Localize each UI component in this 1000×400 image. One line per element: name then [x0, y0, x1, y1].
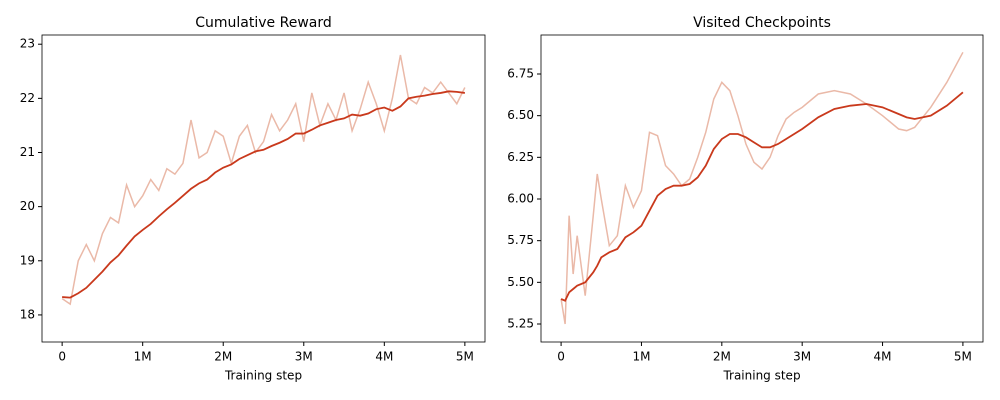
- x-tick-label: 3M: [295, 350, 313, 364]
- x-tick-label: 4M: [874, 350, 892, 364]
- plot-frame: [41, 34, 486, 343]
- line-series: [62, 90, 465, 299]
- y-tick-label: 18: [20, 307, 35, 321]
- line-series: [61, 54, 466, 306]
- y-tick-label: 22: [20, 91, 35, 105]
- x-tick-label: 0: [557, 350, 565, 364]
- y-tick-label: 20: [20, 199, 35, 213]
- y-tick-label: 23: [20, 37, 35, 51]
- y-tick-label: 6.75: [507, 67, 534, 81]
- x-tick-label: 0: [58, 350, 66, 364]
- x-tick-label: 1M: [632, 350, 650, 364]
- y-tick-label: 6.00: [507, 192, 534, 206]
- chart-title: Cumulative Reward: [195, 15, 332, 31]
- y-tick-label: 6.25: [507, 150, 534, 164]
- line-series: [560, 51, 964, 325]
- x-tick-label: 5M: [456, 350, 474, 364]
- x-tick-label: 2M: [713, 350, 731, 364]
- line-series: [560, 91, 964, 302]
- x-tick-label: 4M: [375, 350, 393, 364]
- x-axis-label: Training step: [722, 369, 800, 383]
- y-tick-label: 5.25: [507, 317, 534, 331]
- x-tick-label: 2M: [214, 350, 232, 364]
- y-tick-label: 5.50: [507, 275, 534, 289]
- x-tick-label: 3M: [793, 350, 811, 364]
- y-tick-label: 19: [20, 253, 35, 267]
- y-tick-label: 6.50: [507, 108, 534, 122]
- chart-title: Visited Checkpoints: [693, 15, 831, 31]
- y-tick-label: 5.75: [507, 233, 534, 247]
- x-tick-label: 5M: [954, 350, 972, 364]
- x-tick-label: 1M: [134, 350, 152, 364]
- x-axis-label: Training step: [224, 369, 302, 383]
- plot-frame: [540, 34, 984, 343]
- y-tick-label: 21: [20, 145, 35, 159]
